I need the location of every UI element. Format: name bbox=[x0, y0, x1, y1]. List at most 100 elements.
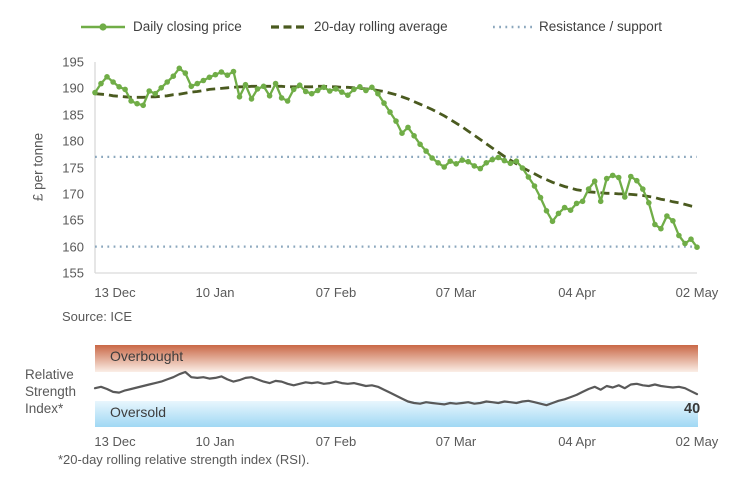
price-marker bbox=[272, 80, 279, 87]
price-marker bbox=[567, 207, 574, 213]
legend-label-daily-price: Daily closing price bbox=[133, 19, 242, 34]
price-marker bbox=[688, 236, 694, 242]
price-marker bbox=[495, 154, 502, 161]
y-tick-label: 180 bbox=[62, 133, 84, 149]
price-marker bbox=[333, 86, 339, 92]
price-marker bbox=[242, 81, 249, 88]
price-marker bbox=[321, 84, 327, 91]
rolling-average-line bbox=[94, 84, 698, 209]
price-marker bbox=[212, 71, 219, 78]
y-tick-label: 185 bbox=[62, 107, 84, 123]
price-marker bbox=[351, 86, 357, 93]
daily-price-legend-swatch bbox=[81, 22, 125, 31]
price-marker bbox=[381, 100, 387, 106]
price-marker bbox=[98, 80, 104, 87]
price-marker bbox=[417, 141, 423, 148]
price-marker bbox=[513, 158, 520, 164]
price-marker bbox=[501, 157, 508, 164]
price-marker bbox=[206, 74, 213, 81]
x-tick-label: 04 Apr bbox=[558, 285, 596, 300]
rsi-line bbox=[93, 370, 699, 407]
price-marker bbox=[646, 200, 652, 206]
overbought-label: Overbought bbox=[110, 348, 184, 364]
y-axis-title: £ per tonne bbox=[30, 132, 46, 202]
y-tick-label: 170 bbox=[62, 186, 84, 202]
price-marker bbox=[664, 213, 670, 219]
price-marker bbox=[658, 225, 664, 232]
price-marker bbox=[308, 90, 315, 97]
legend-label-rolling-average: 20-day rolling average bbox=[314, 19, 448, 34]
price-marker bbox=[525, 174, 532, 180]
x-tick-label: 07 Mar bbox=[435, 434, 477, 449]
price-marker bbox=[194, 80, 201, 87]
price-marker bbox=[92, 89, 98, 96]
x-tick-label: 07 Mar bbox=[435, 285, 477, 300]
price-marker bbox=[676, 232, 682, 239]
rolling-average-legend-swatch bbox=[271, 24, 307, 29]
price-marker bbox=[266, 93, 273, 99]
price-marker bbox=[465, 158, 472, 165]
price-marker bbox=[104, 74, 110, 80]
price-marker bbox=[345, 92, 351, 98]
price-marker bbox=[128, 98, 134, 104]
overbought-band bbox=[95, 345, 698, 372]
price-marker bbox=[254, 86, 261, 92]
price-marker bbox=[423, 148, 429, 154]
x-tick-label: 13 Dec bbox=[94, 285, 136, 300]
price-marker bbox=[134, 100, 140, 107]
price-marker bbox=[236, 94, 243, 100]
x-tick-label: 07 Feb bbox=[315, 285, 357, 300]
price-marker bbox=[519, 165, 526, 171]
x-tick-label: 10 Jan bbox=[195, 434, 235, 449]
price-marker bbox=[363, 87, 369, 94]
legend-item-resistance-support: Resistance / support bbox=[492, 19, 662, 34]
y-tick-label: 190 bbox=[62, 80, 84, 96]
price-marker bbox=[116, 84, 122, 90]
resistance-support-legend-swatch bbox=[493, 25, 532, 28]
rsi-axis-title: Relative Strength Index* bbox=[25, 367, 77, 416]
price-marker bbox=[399, 130, 405, 136]
oversold-label: Oversold bbox=[110, 404, 167, 420]
y-tick-label: 160 bbox=[62, 239, 84, 255]
price-marker bbox=[375, 90, 381, 97]
price-marker bbox=[387, 109, 393, 115]
price-marker bbox=[682, 240, 688, 247]
price-marker bbox=[314, 87, 321, 94]
price-marker bbox=[640, 186, 646, 192]
price-marker bbox=[543, 208, 550, 214]
price-marker bbox=[188, 83, 195, 90]
price-marker bbox=[435, 160, 441, 166]
x-tick-label: 04 Apr bbox=[558, 434, 596, 449]
price-marker bbox=[302, 88, 309, 95]
y-tick-label: 175 bbox=[62, 160, 84, 175]
price-marker bbox=[224, 72, 231, 78]
price-marker bbox=[591, 178, 598, 184]
price-marker bbox=[483, 160, 490, 166]
price-marker bbox=[603, 175, 610, 182]
price-marker bbox=[549, 218, 556, 225]
price-marker bbox=[278, 95, 285, 101]
price-marker bbox=[489, 156, 496, 163]
price-marker bbox=[579, 198, 586, 205]
x-tick-label: 10 Jan bbox=[195, 285, 235, 300]
price-marker bbox=[339, 89, 345, 95]
price-marker bbox=[158, 85, 164, 91]
price-marker bbox=[453, 161, 460, 167]
price-marker bbox=[230, 68, 237, 75]
x-tick-label: 02 May bbox=[675, 434, 719, 449]
price-marker bbox=[694, 244, 700, 250]
price-marker bbox=[405, 124, 411, 131]
x-tick-label: 07 Feb bbox=[315, 434, 357, 449]
price-marker bbox=[260, 83, 267, 90]
price-marker bbox=[597, 198, 604, 205]
price-marker bbox=[110, 79, 116, 85]
price-marker bbox=[284, 98, 291, 104]
price-marker bbox=[531, 183, 538, 189]
price-marker bbox=[609, 172, 616, 179]
price-marker bbox=[441, 164, 448, 170]
price-marker bbox=[477, 165, 484, 172]
price-marker bbox=[561, 204, 568, 211]
price-marker bbox=[122, 86, 128, 93]
